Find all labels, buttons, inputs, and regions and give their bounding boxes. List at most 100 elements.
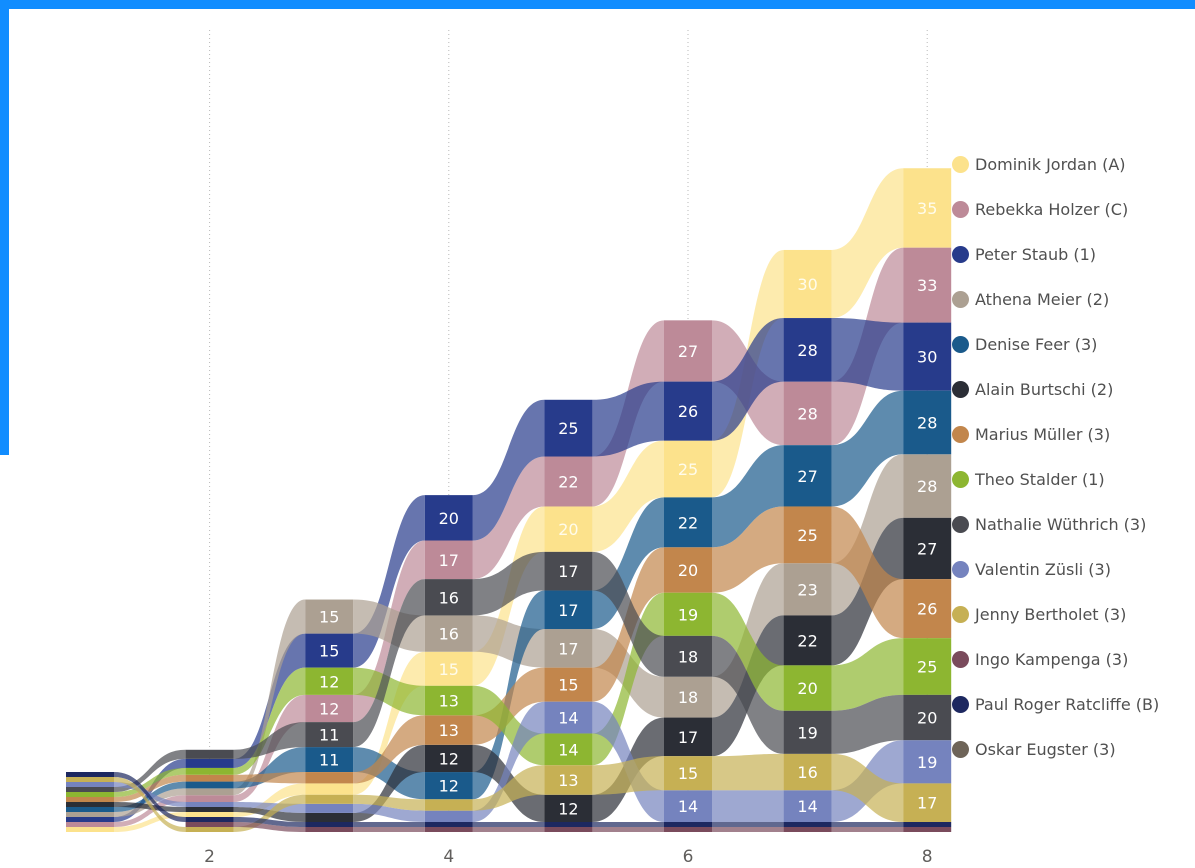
column-segment[interactable] bbox=[305, 822, 354, 827]
column-segment[interactable] bbox=[783, 665, 832, 711]
column-segment[interactable] bbox=[305, 783, 354, 795]
column-segment[interactable] bbox=[66, 802, 114, 807]
legend-item[interactable]: Rebekka Holzer (C) bbox=[952, 187, 1159, 232]
column-segment[interactable] bbox=[424, 715, 473, 745]
legend-item[interactable]: Oskar Eugster (3) bbox=[952, 727, 1159, 772]
column-segment[interactable] bbox=[544, 794, 593, 822]
legend-item[interactable]: Paul Roger Ratcliffe (B) bbox=[952, 682, 1159, 727]
column-segment[interactable] bbox=[664, 717, 712, 757]
column-segment[interactable] bbox=[305, 667, 354, 695]
column-segment[interactable] bbox=[66, 772, 114, 777]
column-segment[interactable] bbox=[66, 787, 114, 792]
column-segment[interactable] bbox=[664, 756, 712, 791]
column-segment[interactable] bbox=[66, 792, 114, 797]
column-segment[interactable] bbox=[185, 827, 234, 832]
column-segment[interactable] bbox=[424, 540, 473, 580]
column-segment[interactable] bbox=[424, 615, 473, 652]
column-segment[interactable] bbox=[185, 781, 234, 789]
column-segment[interactable] bbox=[783, 506, 832, 564]
column-segment[interactable] bbox=[424, 685, 473, 716]
column-segment[interactable] bbox=[783, 381, 832, 446]
column-segment[interactable] bbox=[544, 506, 593, 552]
column-segment[interactable] bbox=[903, 694, 952, 741]
column-segment[interactable] bbox=[544, 456, 593, 507]
column-segment[interactable] bbox=[544, 827, 593, 832]
column-segment[interactable] bbox=[424, 822, 473, 827]
column-segment[interactable] bbox=[544, 701, 593, 734]
column-segment[interactable] bbox=[305, 599, 354, 634]
legend-item[interactable]: Nathalie Wüthrich (3) bbox=[952, 502, 1159, 547]
column-segment[interactable] bbox=[185, 802, 234, 807]
column-segment[interactable] bbox=[664, 822, 712, 827]
column-segment[interactable] bbox=[305, 827, 354, 832]
column-segment[interactable] bbox=[424, 772, 473, 800]
column-segment[interactable] bbox=[783, 445, 832, 507]
column-segment[interactable] bbox=[903, 638, 952, 695]
column-segment[interactable] bbox=[903, 827, 952, 832]
column-segment[interactable] bbox=[305, 772, 354, 784]
column-segment[interactable] bbox=[66, 807, 114, 812]
column-segment[interactable] bbox=[544, 733, 593, 766]
column-segment[interactable] bbox=[185, 807, 234, 812]
column-segment[interactable] bbox=[664, 381, 712, 441]
column-segment[interactable] bbox=[903, 579, 952, 639]
column-segment[interactable] bbox=[66, 822, 114, 827]
legend-item[interactable]: Ingo Kampenga (3) bbox=[952, 637, 1159, 682]
column-segment[interactable] bbox=[783, 563, 832, 616]
column-segment[interactable] bbox=[305, 633, 354, 668]
column-segment[interactable] bbox=[185, 812, 234, 817]
column-segment[interactable] bbox=[424, 651, 473, 686]
column-segment[interactable] bbox=[185, 795, 234, 802]
column-segment[interactable] bbox=[305, 794, 354, 804]
column-segment[interactable] bbox=[783, 615, 832, 666]
column-segment[interactable] bbox=[305, 803, 354, 813]
column-segment[interactable] bbox=[903, 740, 952, 784]
column-segment[interactable] bbox=[903, 783, 952, 822]
column-segment[interactable] bbox=[903, 517, 952, 580]
legend-item[interactable]: Alain Burtschi (2) bbox=[952, 367, 1159, 412]
column-segment[interactable] bbox=[185, 817, 234, 822]
column-segment[interactable] bbox=[424, 744, 473, 773]
column-segment[interactable] bbox=[664, 827, 712, 832]
column-segment[interactable] bbox=[783, 318, 832, 382]
column-segment[interactable] bbox=[424, 495, 473, 541]
column-segment[interactable] bbox=[783, 249, 832, 319]
column-segment[interactable] bbox=[305, 722, 354, 748]
column-segment[interactable] bbox=[903, 247, 952, 323]
column-segment[interactable] bbox=[783, 827, 832, 832]
legend-item[interactable]: Theo Stalder (1) bbox=[952, 457, 1159, 502]
column-segment[interactable] bbox=[424, 579, 473, 616]
column-segment[interactable] bbox=[903, 390, 952, 455]
column-segment[interactable] bbox=[305, 812, 354, 822]
column-segment[interactable] bbox=[903, 822, 952, 827]
column-segment[interactable] bbox=[544, 399, 593, 457]
column-segment[interactable] bbox=[185, 749, 234, 759]
column-segment[interactable] bbox=[185, 758, 234, 768]
column-segment[interactable] bbox=[664, 790, 712, 822]
column-segment[interactable] bbox=[783, 710, 832, 754]
column-segment[interactable] bbox=[66, 817, 114, 822]
column-segment[interactable] bbox=[185, 822, 234, 827]
column-segment[interactable] bbox=[664, 497, 712, 548]
column-segment[interactable] bbox=[783, 753, 832, 791]
legend-item[interactable]: Valentin Züsli (3) bbox=[952, 547, 1159, 592]
column-segment[interactable] bbox=[544, 822, 593, 827]
column-segment[interactable] bbox=[664, 547, 712, 593]
column-segment[interactable] bbox=[305, 747, 354, 773]
legend-item[interactable]: Jenny Bertholet (3) bbox=[952, 592, 1159, 637]
column-segment[interactable] bbox=[664, 440, 712, 498]
legend-item[interactable]: Denise Feer (3) bbox=[952, 322, 1159, 367]
column-segment[interactable] bbox=[903, 322, 952, 391]
column-segment[interactable] bbox=[544, 667, 593, 702]
column-segment[interactable] bbox=[185, 774, 234, 782]
column-segment[interactable] bbox=[664, 635, 712, 677]
column-segment[interactable] bbox=[66, 782, 114, 787]
column-segment[interactable] bbox=[903, 168, 952, 248]
column-segment[interactable] bbox=[305, 694, 354, 723]
column-segment[interactable] bbox=[424, 827, 473, 832]
column-segment[interactable] bbox=[783, 822, 832, 827]
column-segment[interactable] bbox=[66, 777, 114, 782]
legend-item[interactable]: Peter Staub (1) bbox=[952, 232, 1159, 277]
column-segment[interactable] bbox=[66, 827, 114, 832]
column-segment[interactable] bbox=[185, 788, 234, 796]
